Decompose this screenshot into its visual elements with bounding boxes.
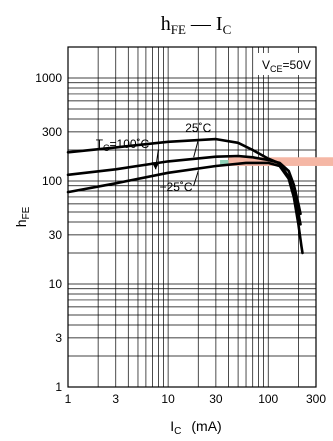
series-label-rest: −25˚C: [160, 180, 193, 194]
condition-sub: CE: [270, 64, 283, 74]
ylabel-sub: FE: [21, 206, 32, 219]
grid-lines: [68, 47, 316, 387]
condition-main: V: [262, 58, 270, 72]
title-dash: —: [186, 13, 216, 35]
y-tick-label: 3: [55, 331, 62, 345]
y-tick-label: 1: [55, 380, 62, 394]
x-tick-label: 100: [258, 392, 278, 406]
label-leader-minus25c: [193, 170, 199, 186]
x-axis-label: IC (mA): [170, 418, 221, 437]
series-label-2: 25˚C: [185, 121, 211, 135]
series-label-3: −25˚C: [160, 180, 193, 194]
xlabel-main: I: [170, 418, 174, 434]
series-label-rest: =100˚C: [110, 137, 150, 151]
series-line-2: [66, 154, 302, 216]
ylabel-main: h: [13, 219, 29, 227]
y-tick-label: 30: [49, 228, 63, 242]
series-group: [66, 137, 304, 255]
series-line-3: [66, 161, 304, 255]
chart-title: hFE — IC: [161, 13, 232, 37]
series-label-1: TC=100˚C: [96, 137, 150, 153]
plot-area: [67, 46, 317, 388]
y-tick-label: 1000: [35, 71, 62, 85]
condition-box: [254, 53, 312, 75]
y-axis-label: hFE: [13, 206, 32, 227]
label-leader-25c: [193, 139, 199, 158]
highlight-band: [220, 157, 333, 166]
tick-labels: 1 3 10 30 100 300 1 3 10 30 100 300 1000: [35, 71, 326, 406]
title-sub2: C: [223, 22, 232, 37]
title-sub: FE: [171, 22, 186, 37]
condition-label: VCE=50V: [262, 58, 311, 74]
title-main2: I: [216, 13, 223, 35]
highlight-marker: [220, 159, 229, 166]
series-label-sub: C: [103, 143, 110, 153]
y-tick-label: 10: [49, 277, 63, 291]
x-tick-label: 300: [306, 392, 326, 406]
condition-rest: =50V: [283, 58, 311, 72]
series-labels: TC=100˚C 25˚C −25˚C: [96, 121, 212, 194]
x-tick-label: 30: [209, 392, 223, 406]
label-arrow-100c: [151, 162, 160, 170]
x-tick-label: 10: [161, 392, 175, 406]
y-tick-label: 100: [42, 174, 62, 188]
y-tick-label: 300: [42, 125, 62, 139]
xlabel-sub: C: [174, 426, 181, 437]
title-main: h: [161, 13, 171, 35]
series-label-main: T: [96, 137, 104, 151]
x-tick-label: 1: [65, 392, 72, 406]
series-label-rest: 25˚C: [185, 121, 211, 135]
highlight-band-rect: [228, 157, 333, 166]
xlabel-unit: (mA): [191, 418, 221, 434]
x-tick-label: 3: [112, 392, 119, 406]
